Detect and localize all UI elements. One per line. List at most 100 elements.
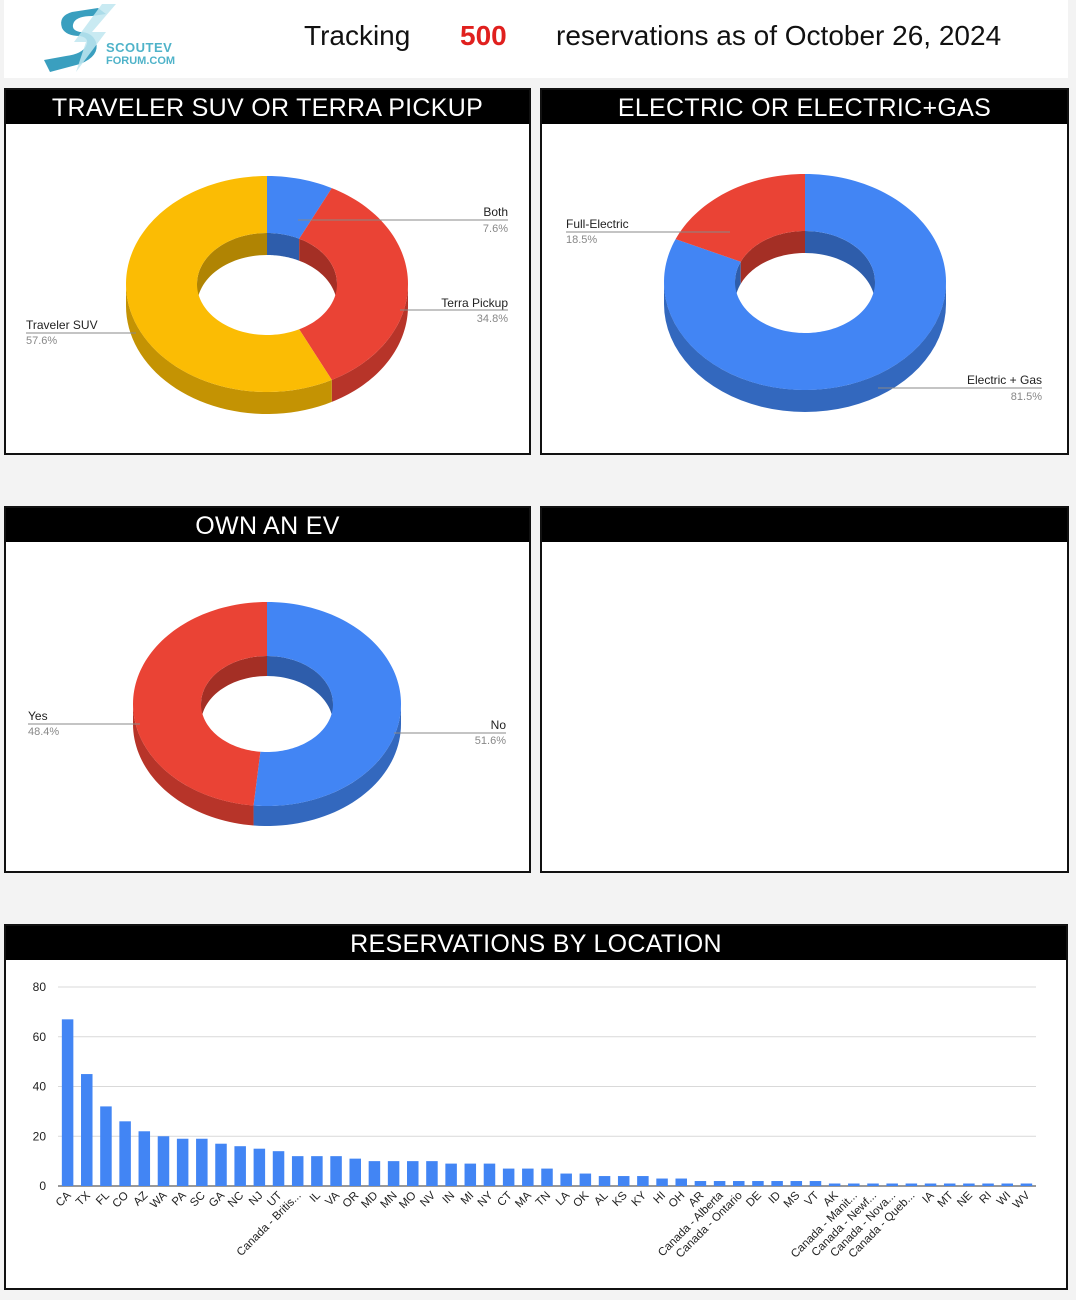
model-slice-terra-pickup	[299, 188, 408, 380]
x-tick-label: SC	[188, 1190, 208, 1210]
bar-canada-nova-	[886, 1183, 898, 1186]
bar-ne	[963, 1183, 975, 1186]
label-value: 18.5%	[566, 234, 597, 246]
label-name: No	[491, 718, 507, 732]
ev-wall-no	[253, 704, 401, 826]
bar-id	[771, 1181, 783, 1187]
bar-canada-ontario	[733, 1181, 745, 1187]
x-tick-label: CT	[495, 1190, 514, 1209]
x-tick-label: MA	[513, 1189, 534, 1210]
bar-wi	[1001, 1183, 1013, 1186]
x-tick-label: WV	[1011, 1189, 1033, 1211]
model-wall-terra-pickup	[331, 284, 408, 402]
model-inner-wall	[197, 233, 267, 306]
power-wall-electric-gas	[664, 282, 946, 412]
panel-location: RESERVATIONS BY LOCATION 0 20 40 60 80 CA TX FL…	[4, 924, 1068, 1290]
bar-wv	[1020, 1183, 1033, 1186]
model-slice-traveler-suv	[126, 176, 332, 392]
x-tick-label: AZ	[132, 1190, 151, 1209]
logo-line2: FORUM.COM	[106, 55, 175, 67]
bar-wa	[157, 1136, 170, 1186]
x-tick-label: MT	[936, 1190, 956, 1210]
bar-tn	[541, 1168, 553, 1186]
x-tick-label: VT	[803, 1190, 822, 1209]
bar-il	[311, 1156, 323, 1186]
x-tick-label: AL	[592, 1189, 611, 1208]
x-tick-label: PA	[170, 1189, 189, 1208]
panel-title: OWN AN EV	[6, 508, 529, 542]
bar-az	[138, 1131, 151, 1187]
label-name: Terra Pickup	[441, 296, 508, 310]
slice-label-both: Both 7.6%	[298, 205, 508, 235]
x-tick-label: NY	[476, 1189, 496, 1209]
bar-tx	[81, 1074, 93, 1186]
x-tick-label: TX	[74, 1189, 93, 1208]
panel-title: RESERVATIONS BY LOCATION	[6, 926, 1066, 960]
ev-inner-wall	[201, 656, 267, 724]
bar-ar	[694, 1181, 707, 1187]
bar-co	[119, 1121, 131, 1186]
bar-ma	[522, 1168, 534, 1186]
x-tick-label: OH	[667, 1190, 688, 1211]
label-name: Yes	[28, 709, 48, 723]
slice-label-traveler-suv: Traveler SUV 57.6%	[26, 318, 136, 347]
x-tick-label: WA	[148, 1189, 170, 1211]
header-suffix: reservations as of October 26, 2024	[556, 20, 1002, 51]
bar-nj	[253, 1148, 266, 1186]
slice-label-full-electric: Full-Electric 18.5%	[566, 217, 730, 246]
bar-al	[598, 1176, 611, 1186]
label-value: 81.5%	[1011, 391, 1042, 403]
x-tick-label: MI	[459, 1190, 477, 1208]
x-tick-label: DE	[744, 1189, 764, 1209]
x-tick-label: TN	[534, 1190, 553, 1209]
x-tick-label: NE	[955, 1189, 975, 1209]
scoutev-logo: SCOUTEV FORUM.COM	[44, 4, 175, 72]
y-tick-label: 80	[33, 980, 47, 994]
label-value: 34.8%	[477, 313, 508, 325]
x-tick-label: VA	[323, 1189, 342, 1208]
power-slice-full-electric	[675, 174, 805, 262]
model-inner-wall	[267, 233, 300, 261]
bar-md	[368, 1161, 381, 1187]
power-inner-wall	[805, 231, 875, 304]
bar-oh	[675, 1178, 687, 1186]
label-name: Electric + Gas	[967, 373, 1042, 387]
panel-power: ELECTRIC OR ELECTRIC+GAS Electric + Gas …	[540, 88, 1069, 455]
x-tick-label: MO	[397, 1190, 419, 1212]
bar-fl	[100, 1106, 112, 1186]
x-tick-label: OR	[341, 1190, 362, 1211]
reservation-count: 500	[460, 20, 507, 51]
donut-power	[664, 174, 946, 412]
x-tick-label: RI	[978, 1190, 995, 1207]
logo-line1: SCOUTEV	[106, 40, 172, 55]
x-tick-label: CA	[54, 1189, 74, 1209]
y-tick-label: 60	[33, 1030, 47, 1044]
label-name: Full-Electric	[566, 217, 629, 231]
x-tick-label: LA	[554, 1189, 573, 1208]
x-tick-label: NC	[226, 1190, 246, 1210]
x-tick-label: KY	[630, 1189, 650, 1209]
panel-title	[542, 508, 1067, 542]
slice-label-yes: Yes 48.4%	[28, 709, 140, 738]
bar-mt	[943, 1183, 956, 1186]
label-name: Both	[483, 205, 508, 219]
donut-model	[126, 176, 408, 414]
label-value: 51.6%	[475, 735, 506, 747]
bar-canada-britis-	[291, 1156, 304, 1186]
bar-de	[752, 1181, 764, 1187]
slice-label-terra-pickup: Terra Pickup 34.8%	[400, 296, 508, 325]
bar-va	[330, 1156, 342, 1186]
bar-ca	[61, 1019, 74, 1186]
x-tick-label: ID	[767, 1190, 784, 1207]
bar-ri	[982, 1183, 994, 1186]
bar-mi	[464, 1163, 477, 1186]
x-tick-label: NJ	[247, 1190, 265, 1208]
model-wall-traveler-suv	[126, 284, 332, 414]
x-tick-label: MN	[379, 1190, 400, 1211]
panel-ev: OWN AN EV No 51.6% Yes 48.4%	[4, 506, 531, 873]
y-tick-label: 40	[33, 1080, 47, 1094]
ev-wall-yes	[133, 704, 254, 826]
panel-model: TRAVELER SUV OR TERRA PICKUP Both 7.6% T…	[4, 88, 531, 455]
panel-empty	[540, 506, 1069, 873]
